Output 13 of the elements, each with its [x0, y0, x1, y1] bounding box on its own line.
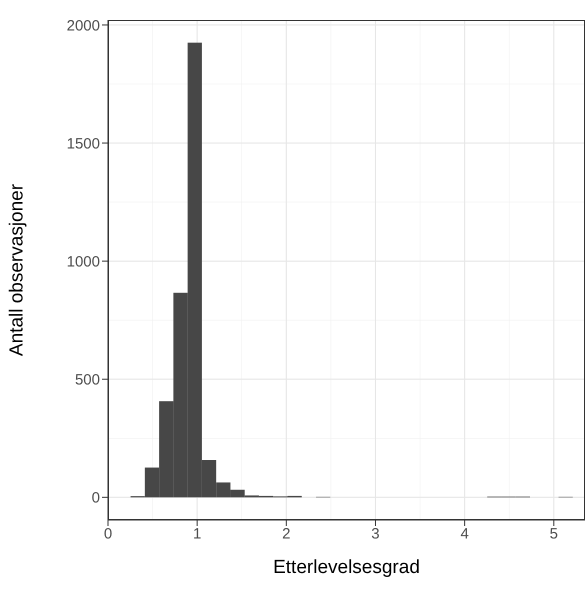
x-tick-label: 4 — [460, 526, 469, 543]
x-tick-label: 0 — [104, 526, 112, 543]
y-tick-label: 0 — [92, 490, 100, 507]
x-axis-title: Etterlevelsesgrad — [273, 557, 420, 578]
y-tick-label: 1500 — [66, 135, 100, 152]
y-tick-label: 500 — [74, 372, 100, 389]
x-tick-label: 3 — [371, 526, 380, 543]
x-tick-label: 5 — [550, 526, 558, 543]
y-tick-label: 1000 — [66, 253, 100, 270]
y-axis-title: Antall observasjoner — [6, 183, 28, 356]
x-tick-label: 1 — [192, 526, 202, 543]
y-tick-label: 2000 — [66, 17, 100, 34]
x-tick-label: 2 — [282, 526, 290, 543]
